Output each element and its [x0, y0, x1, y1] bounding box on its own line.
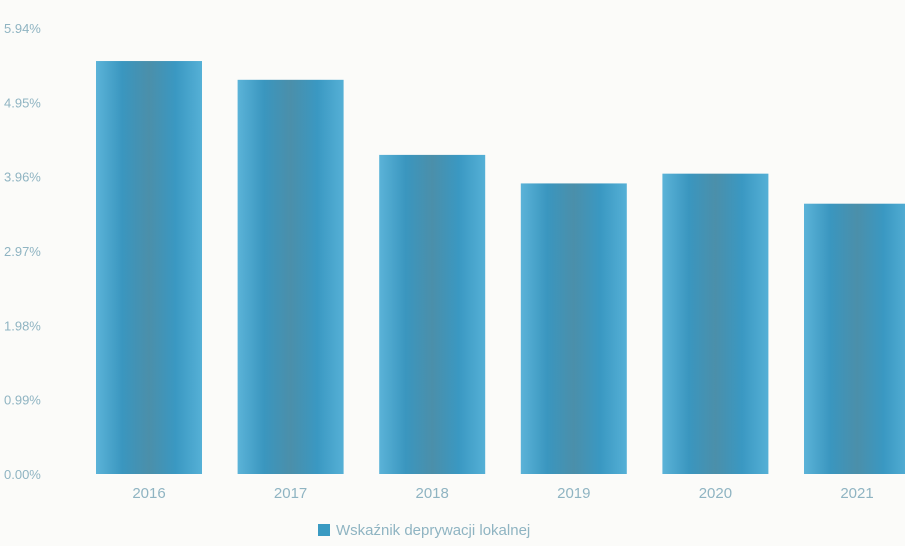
- y-tick-label: 0.99%: [4, 393, 41, 408]
- y-tick-label: 1.98%: [4, 318, 41, 333]
- y-tick-label: 5.94%: [4, 21, 41, 36]
- y-axis: 0.00% 0.99% 1.98% 2.97% 3.96% 4.95% 5.94%: [4, 21, 41, 482]
- bar-2018: [379, 154, 486, 474]
- x-tick-label: 2020: [699, 485, 732, 502]
- x-tick-label: 2016: [132, 485, 165, 502]
- y-tick-label: 3.96%: [4, 170, 41, 185]
- legend: Wskaźnik deprywacji lokalnej: [318, 522, 530, 539]
- legend-label: Wskaźnik deprywacji lokalnej: [336, 522, 530, 539]
- x-axis: 2016 2017 2018 2019 2020 2021: [132, 485, 873, 502]
- y-tick-label: 4.95%: [4, 95, 41, 110]
- bar-2016: [96, 61, 202, 474]
- y-tick-label: 0.00%: [4, 467, 41, 482]
- bar-2020: [662, 173, 769, 474]
- x-tick-label: 2017: [274, 485, 307, 502]
- x-tick-label: 2021: [840, 485, 873, 502]
- y-tick-label: 2.97%: [4, 244, 41, 259]
- bar-2021: [804, 203, 905, 475]
- bar-2017: [237, 79, 344, 475]
- bar-2019: [520, 183, 627, 474]
- legend-swatch: [318, 524, 330, 536]
- x-tick-label: 2018: [416, 485, 449, 502]
- x-tick-label: 2019: [557, 485, 590, 502]
- bars: [96, 61, 905, 475]
